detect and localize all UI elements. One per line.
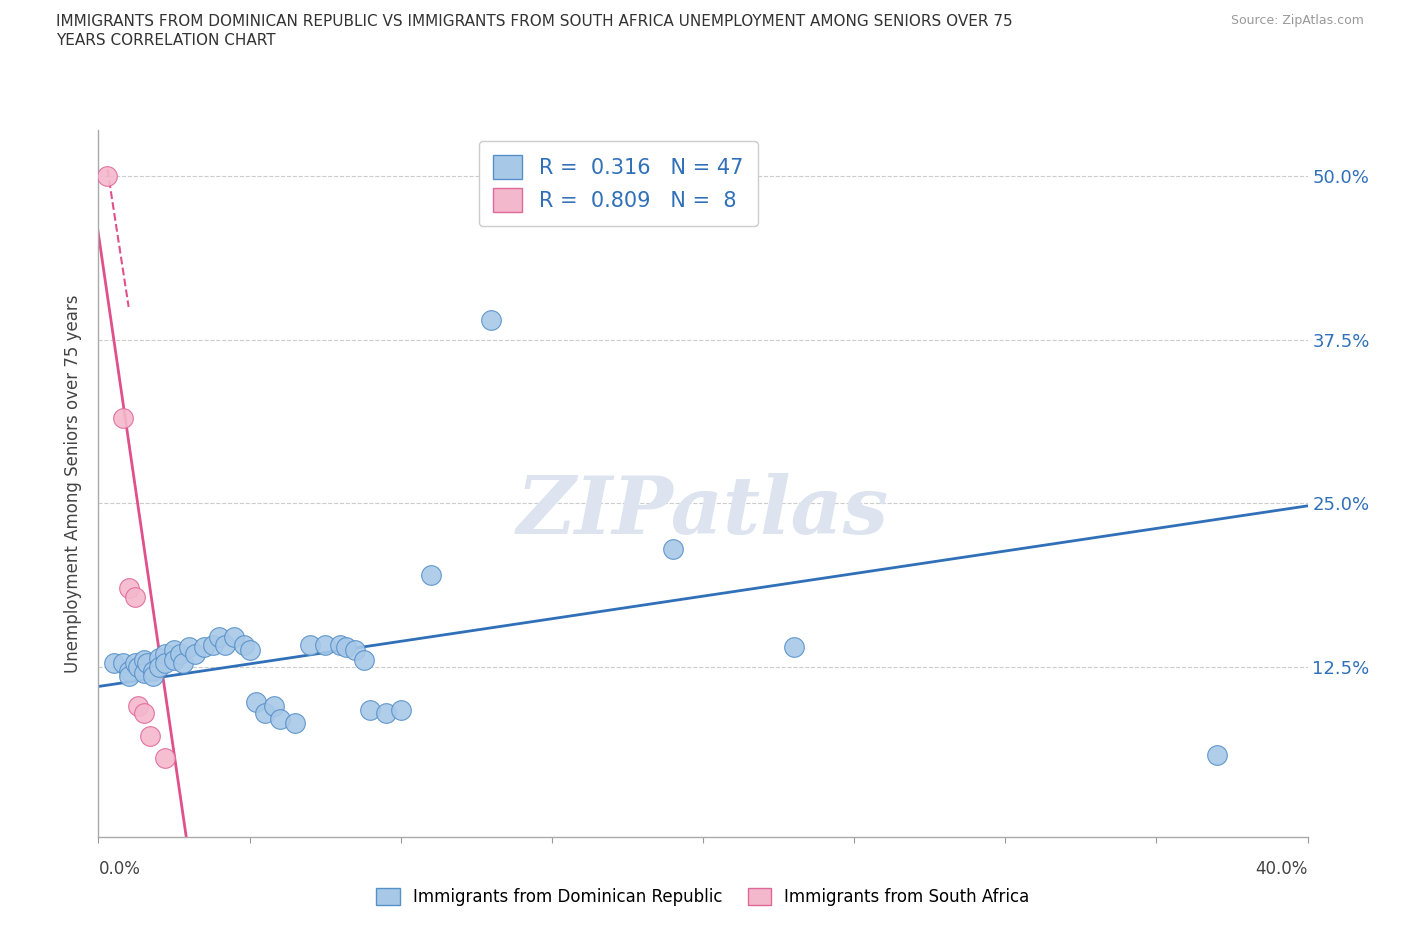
Point bbox=[329, 637, 352, 652]
Point bbox=[142, 669, 165, 684]
Point bbox=[132, 653, 155, 668]
Point bbox=[344, 643, 367, 658]
Point bbox=[148, 650, 170, 665]
Point bbox=[169, 646, 191, 661]
Point bbox=[239, 643, 262, 658]
Point bbox=[214, 637, 236, 652]
Point bbox=[135, 656, 157, 671]
Point bbox=[179, 640, 201, 655]
Point bbox=[389, 702, 412, 717]
Point bbox=[172, 656, 194, 671]
Point bbox=[118, 663, 141, 678]
Point bbox=[353, 653, 375, 668]
Legend: Immigrants from Dominican Republic, Immigrants from South Africa: Immigrants from Dominican Republic, Immi… bbox=[370, 881, 1036, 912]
Text: Source: ZipAtlas.com: Source: ZipAtlas.com bbox=[1230, 14, 1364, 27]
Point bbox=[1206, 747, 1229, 762]
Point bbox=[124, 590, 146, 604]
Point bbox=[269, 711, 291, 726]
Point bbox=[96, 168, 118, 183]
Point bbox=[284, 716, 307, 731]
Y-axis label: Unemployment Among Seniors over 75 years: Unemployment Among Seniors over 75 years bbox=[65, 295, 83, 672]
Point bbox=[132, 666, 155, 681]
Point bbox=[111, 411, 134, 426]
Point bbox=[420, 568, 443, 583]
Point bbox=[299, 637, 322, 652]
Point bbox=[374, 705, 396, 720]
Point bbox=[127, 659, 149, 674]
Point bbox=[662, 541, 685, 556]
Text: YEARS CORRELATION CHART: YEARS CORRELATION CHART bbox=[56, 33, 276, 47]
Text: 0.0%: 0.0% bbox=[98, 860, 141, 878]
Point bbox=[202, 637, 225, 652]
Point bbox=[360, 702, 382, 717]
Point bbox=[142, 663, 165, 678]
Point bbox=[124, 656, 146, 671]
Point bbox=[335, 640, 357, 655]
Point bbox=[184, 646, 207, 661]
Point bbox=[245, 695, 267, 710]
Point bbox=[153, 751, 176, 766]
Point bbox=[263, 698, 285, 713]
Point bbox=[127, 698, 149, 713]
Point bbox=[193, 640, 215, 655]
Point bbox=[253, 705, 276, 720]
Point bbox=[481, 312, 503, 327]
Legend: R =  0.316   N = 47, R =  0.809   N =  8: R = 0.316 N = 47, R = 0.809 N = 8 bbox=[478, 140, 758, 226]
Text: IMMIGRANTS FROM DOMINICAN REPUBLIC VS IMMIGRANTS FROM SOUTH AFRICA UNEMPLOYMENT : IMMIGRANTS FROM DOMINICAN REPUBLIC VS IM… bbox=[56, 14, 1012, 29]
Point bbox=[103, 656, 125, 671]
Point bbox=[232, 637, 254, 652]
Point bbox=[118, 669, 141, 684]
Point bbox=[208, 630, 231, 644]
Point bbox=[148, 659, 170, 674]
Point bbox=[314, 637, 336, 652]
Point bbox=[153, 656, 176, 671]
Point bbox=[224, 630, 246, 644]
Point bbox=[153, 646, 176, 661]
Text: ZIPatlas: ZIPatlas bbox=[517, 473, 889, 551]
Point bbox=[118, 581, 141, 596]
Point bbox=[163, 653, 186, 668]
Point bbox=[783, 640, 806, 655]
Point bbox=[139, 729, 162, 744]
Text: 40.0%: 40.0% bbox=[1256, 860, 1308, 878]
Point bbox=[132, 705, 155, 720]
Point bbox=[163, 643, 186, 658]
Point bbox=[111, 656, 134, 671]
